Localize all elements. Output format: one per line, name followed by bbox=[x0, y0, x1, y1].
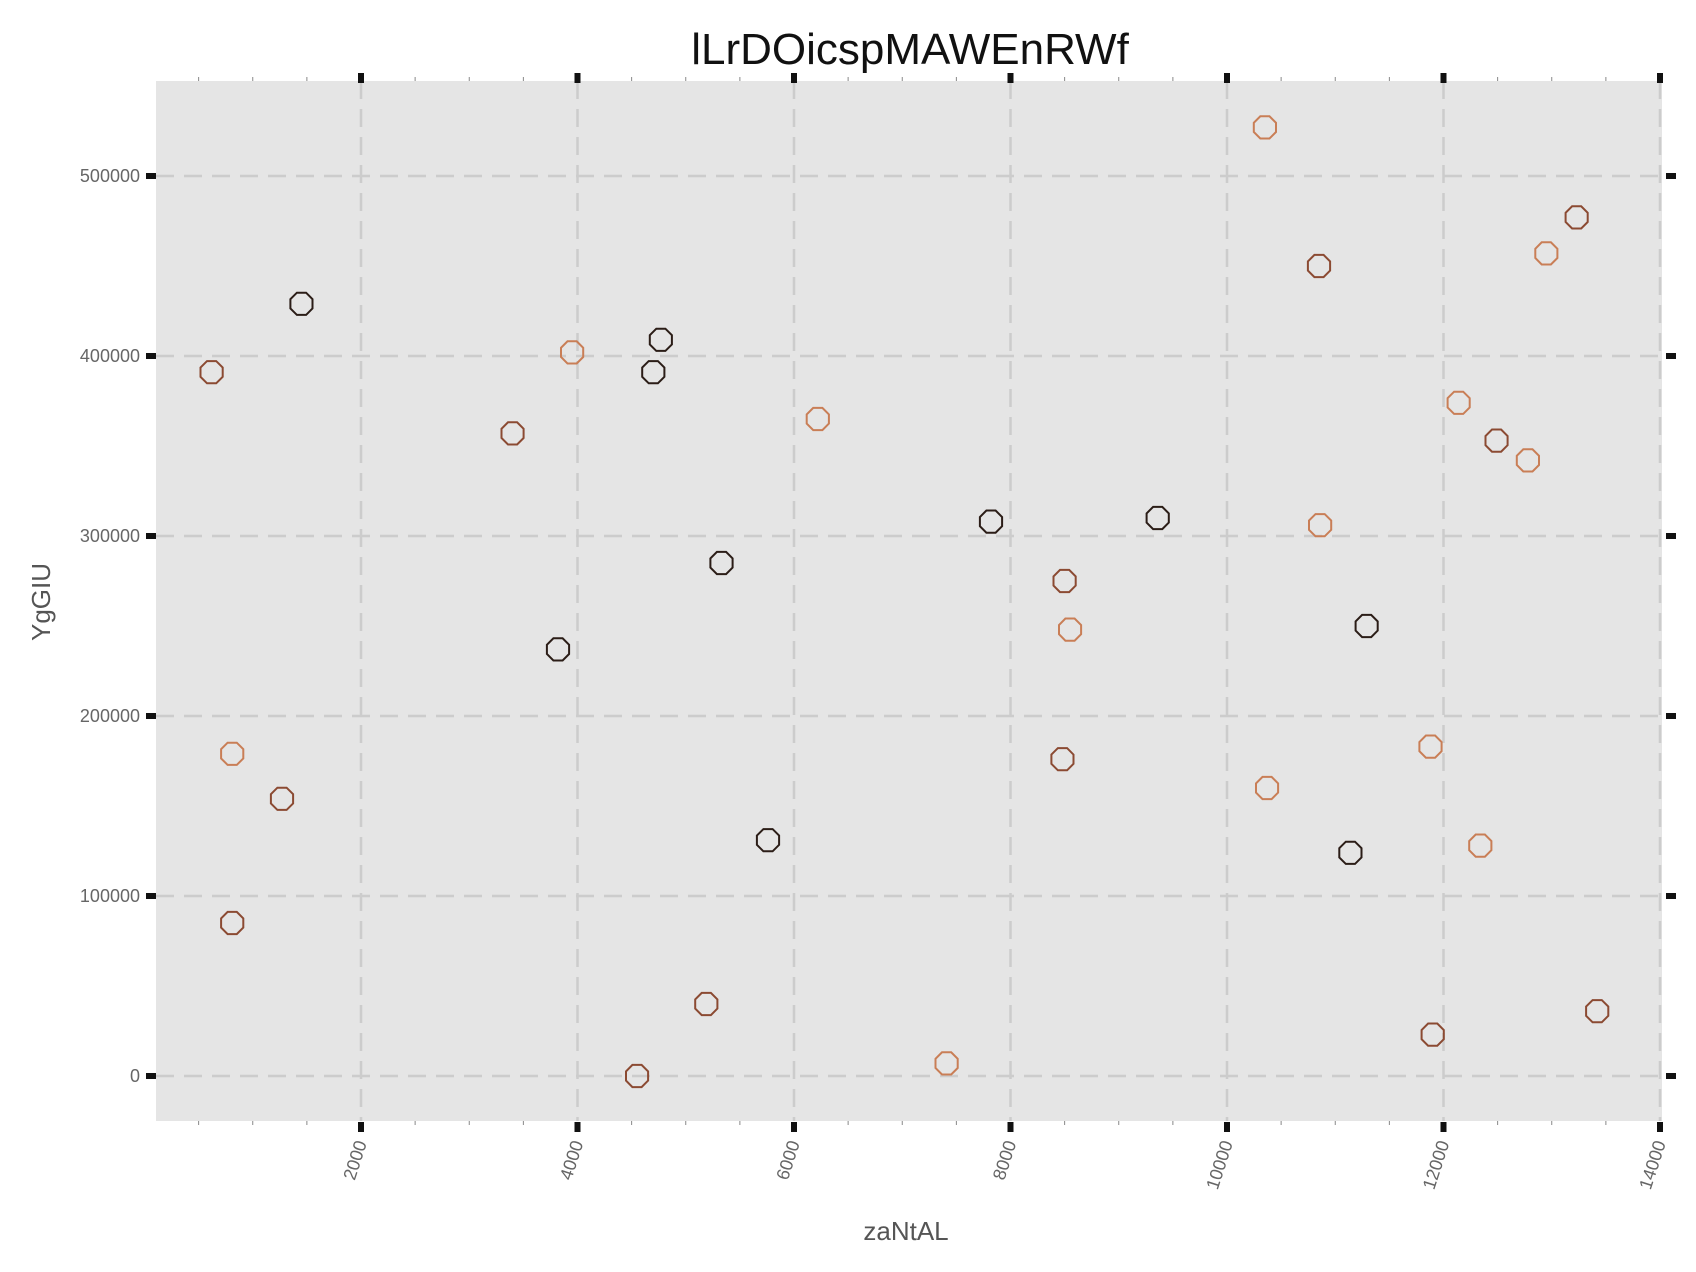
y-tick-label: 300000 bbox=[80, 526, 140, 546]
tick-marks bbox=[146, 73, 1676, 1132]
scatter-point bbox=[560, 340, 585, 365]
scatter-point bbox=[755, 828, 781, 853]
data-points bbox=[199, 115, 1610, 1089]
y-tick-right bbox=[1666, 353, 1676, 359]
scatter-point bbox=[709, 550, 734, 576]
scatter-point bbox=[1308, 513, 1333, 538]
scatter-point bbox=[500, 421, 525, 446]
y-tick-left bbox=[146, 1073, 156, 1079]
scatter-point bbox=[1255, 775, 1280, 801]
y-tick-left bbox=[146, 533, 156, 539]
x-tick-top bbox=[1224, 73, 1230, 83]
scatter-point bbox=[1585, 999, 1610, 1024]
y-tick-left bbox=[146, 173, 156, 179]
y-tick-right bbox=[1666, 893, 1676, 899]
scatter-point bbox=[1338, 840, 1363, 865]
scatter-point bbox=[1420, 1022, 1445, 1047]
scatter-point bbox=[1145, 505, 1170, 531]
x-tick-top bbox=[1657, 73, 1663, 83]
scatter-point bbox=[641, 360, 666, 385]
scatter-point bbox=[1564, 205, 1589, 230]
y-tick-labels: 0 100000 200000 300000 400000 500000 bbox=[80, 166, 140, 1086]
x-tick-top bbox=[791, 73, 797, 83]
x-tick-top bbox=[1440, 73, 1447, 83]
scatter-point bbox=[1468, 833, 1493, 858]
scatter-point bbox=[199, 360, 224, 385]
x-tick-top bbox=[574, 73, 581, 83]
x-tick-top bbox=[1007, 73, 1014, 83]
y-tick-label: 100000 bbox=[80, 886, 140, 906]
y-tick-left bbox=[146, 713, 156, 719]
scatter-point bbox=[545, 637, 571, 662]
scatter-point bbox=[289, 291, 314, 316]
scatter-point bbox=[1050, 747, 1075, 772]
y-axis-label: YgGIU bbox=[26, 563, 56, 641]
y-tick-right bbox=[1666, 1073, 1676, 1079]
scatter-point bbox=[648, 327, 673, 352]
y-tick-right bbox=[1666, 173, 1676, 179]
scatter-point bbox=[805, 406, 830, 432]
plot-area bbox=[156, 81, 1662, 1121]
y-tick-left bbox=[146, 893, 156, 899]
y-tick-right bbox=[1666, 533, 1676, 539]
scatter-point bbox=[1446, 390, 1471, 415]
scatter-point bbox=[1052, 568, 1077, 594]
x-tick-bottom bbox=[574, 1122, 581, 1132]
y-tick-label: 200000 bbox=[80, 706, 140, 726]
scatter-point bbox=[1252, 115, 1277, 140]
y-tick-label: 0 bbox=[130, 1066, 140, 1086]
x-tick-bottom bbox=[1657, 1122, 1663, 1132]
y-tick-label: 400000 bbox=[80, 346, 140, 366]
grid-lines bbox=[156, 81, 1662, 1121]
scatter-point bbox=[1515, 448, 1540, 473]
y-tick-right bbox=[1666, 713, 1676, 719]
scatter-point bbox=[978, 509, 1004, 534]
x-tick-bottom bbox=[358, 1122, 364, 1132]
chart-title: lLrDOicspMAWEnRWf bbox=[691, 25, 1129, 74]
y-tick-label: 500000 bbox=[80, 166, 140, 186]
x-tick-bottom bbox=[1007, 1122, 1014, 1132]
scatter-point bbox=[220, 741, 245, 766]
scatter-point bbox=[220, 910, 245, 936]
scatter-point bbox=[1484, 428, 1509, 453]
scatter-point bbox=[625, 1063, 650, 1089]
x-tick-bottom bbox=[791, 1122, 797, 1132]
scatter-point bbox=[1058, 617, 1083, 642]
scatter-point bbox=[1418, 734, 1443, 759]
minor-ticks bbox=[198, 77, 1607, 1125]
x-axis-label: zaNtAL bbox=[863, 1216, 948, 1246]
x-tick-bottom bbox=[1440, 1122, 1447, 1132]
scatter-point bbox=[1354, 613, 1379, 639]
scatter-point bbox=[694, 991, 719, 1017]
scatter-point bbox=[1534, 241, 1559, 266]
scatter-point bbox=[934, 1051, 959, 1076]
x-tick-top bbox=[358, 73, 364, 83]
x-tick-bottom bbox=[1224, 1122, 1230, 1132]
scatter-point bbox=[1306, 253, 1332, 279]
scatter-point bbox=[269, 786, 295, 811]
y-tick-left bbox=[146, 353, 156, 359]
